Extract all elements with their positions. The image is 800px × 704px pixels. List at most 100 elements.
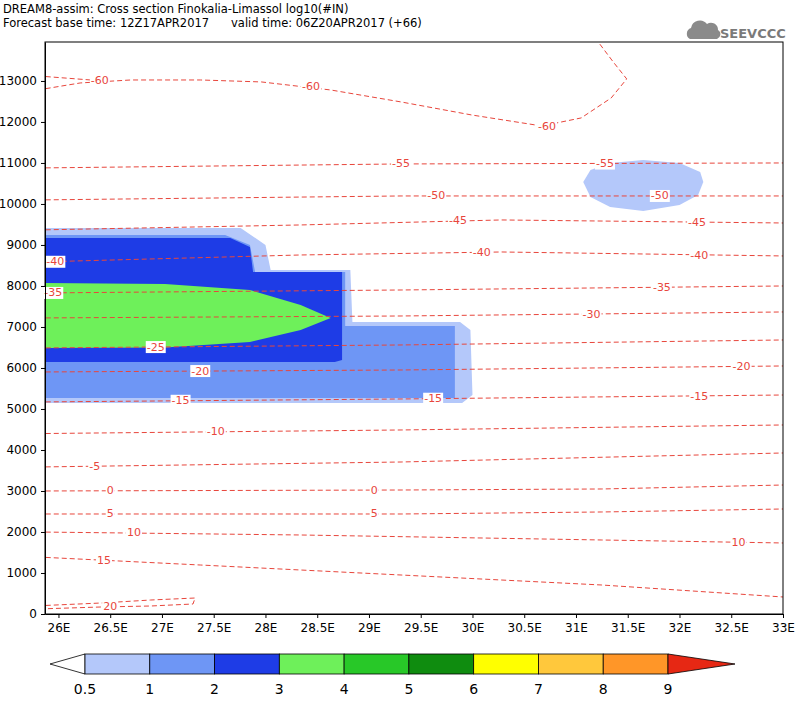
x-tick-label: 32.5E (715, 621, 749, 635)
isotherm-label: -40 (472, 246, 492, 259)
colorbar-over (668, 654, 735, 674)
colorbar-label: 1 (145, 681, 154, 697)
isotherm-label: -60 (90, 74, 110, 87)
x-tick-label: 26.5E (94, 621, 128, 635)
y-tick-mark (41, 245, 45, 246)
chart-svg: 201510105500-5-10-15-15-15-20-20-25-30-3… (0, 0, 800, 704)
isotherm-label: -55 (595, 157, 615, 170)
isotherm-label: 10 (730, 536, 746, 549)
colorbar-box (279, 654, 344, 674)
y-tick-label: 5000 (6, 402, 37, 416)
background (0, 0, 800, 704)
x-tick-label: 31E (565, 621, 588, 635)
isotherm-label-text: -40 (690, 249, 708, 262)
isotherm-label-text: 0 (371, 484, 378, 497)
x-tick: 28E (255, 614, 278, 635)
y-tick-mark (41, 573, 45, 574)
isotherm-label: 5 (106, 507, 115, 520)
y-tick: 10000 (0, 197, 45, 211)
colorbar: 0.5123456789 (50, 654, 735, 697)
colorbar-label: 8 (599, 681, 608, 697)
label-mask (90, 75, 110, 87)
isotherm-line (45, 252, 783, 262)
isotherm-labels: 201510105500-5-10-15-15-15-20-20-25-30-3… (43, 74, 751, 612)
x-tick: 32E (669, 614, 692, 635)
x-tick-mark (783, 614, 784, 618)
x-tick: 29E (358, 614, 381, 635)
label-mask (102, 600, 118, 612)
isotherm-label-text: -25 (147, 341, 165, 354)
x-tick-label: 33E (772, 621, 795, 635)
y-tick-mark (41, 204, 45, 205)
y-tick-label: 9000 (6, 238, 37, 252)
label-mask (126, 527, 142, 539)
isotherms (45, 42, 783, 609)
isotherm-label-text: -15 (424, 392, 442, 405)
x-tick: 31.5E (611, 614, 645, 635)
isotherm-label: 10 (126, 526, 142, 539)
x-tick-mark (524, 614, 525, 618)
x-tick-mark (628, 614, 629, 618)
isotherm-label: -55 (391, 157, 411, 170)
isotherm-label: -45 (448, 214, 468, 227)
isotherm-label-text: -60 (538, 120, 556, 133)
y-tick-label: 12000 (0, 115, 37, 129)
label-mask (537, 120, 557, 132)
label-mask (96, 554, 112, 566)
y-tick: 7000 (6, 320, 45, 334)
isotherm-label: -15 (171, 394, 191, 407)
x-tick-label: 28.5E (301, 621, 335, 635)
y-tick: 12000 (0, 115, 45, 129)
isotherm-label: -60 (537, 120, 557, 133)
x-tick-mark (265, 614, 266, 618)
logo-text: SEEVCCC (720, 26, 786, 41)
colorbar-label: 2 (210, 681, 219, 697)
isotherm-label: -20 (190, 365, 210, 378)
isotherm-label-text: -20 (733, 360, 751, 373)
isotherm-label-text: -20 (191, 365, 209, 378)
isotherm-label-text: -10 (207, 425, 225, 438)
x-tick: 27E (151, 614, 174, 635)
chart-container: 201510105500-5-10-15-15-15-20-20-25-30-3… (0, 0, 800, 704)
x-tick-mark (421, 614, 422, 618)
y-tick-label: 2000 (6, 525, 37, 539)
y-tick-label: 3000 (6, 484, 37, 498)
isotherm-label: -60 (301, 80, 321, 93)
isotherm-label: -35 (43, 286, 63, 299)
isotherm-line (45, 163, 783, 168)
y-tick: 6000 (6, 361, 45, 375)
isotherm-label: -50 (426, 189, 446, 202)
isotherm-line (45, 485, 783, 491)
y-tick-label: 7000 (6, 320, 37, 334)
isotherm-line (45, 532, 783, 543)
contour-region (45, 238, 342, 362)
isotherm-label-text: 10 (127, 526, 141, 539)
y-tick-mark (41, 368, 45, 369)
y-tick-mark (41, 122, 45, 123)
x-tick: 26.5E (94, 614, 128, 635)
isotherm-label: 0 (106, 484, 115, 497)
x-tick-mark (576, 614, 577, 618)
label-mask (206, 426, 226, 438)
y-axis: 0100020003000400050006000700080009000100… (0, 43, 46, 622)
colorbar-box (85, 654, 150, 674)
isotherm-label-text: -55 (596, 157, 614, 170)
x-tick: 33E (772, 614, 795, 635)
label-mask (689, 250, 709, 262)
isotherm-line (45, 425, 783, 434)
colorbar-box (538, 654, 603, 674)
isotherm-label-text: -60 (91, 74, 109, 87)
y-tick-label: 10000 (0, 197, 37, 211)
y-tick-label: 13000 (0, 74, 37, 88)
x-tick-label: 30.5E (508, 621, 542, 635)
colorbar-label: 4 (340, 681, 349, 697)
colorbar-box (215, 654, 280, 674)
y-tick-label: 1000 (6, 566, 37, 580)
isotherm-label-text: -45 (688, 216, 706, 229)
isotherm-line (45, 220, 783, 230)
isotherm-label: 15 (96, 554, 112, 567)
isotherm-line (45, 312, 783, 318)
x-axis-line (46, 614, 784, 615)
label-mask (171, 395, 191, 407)
isotherm-label-text: 5 (371, 507, 378, 520)
